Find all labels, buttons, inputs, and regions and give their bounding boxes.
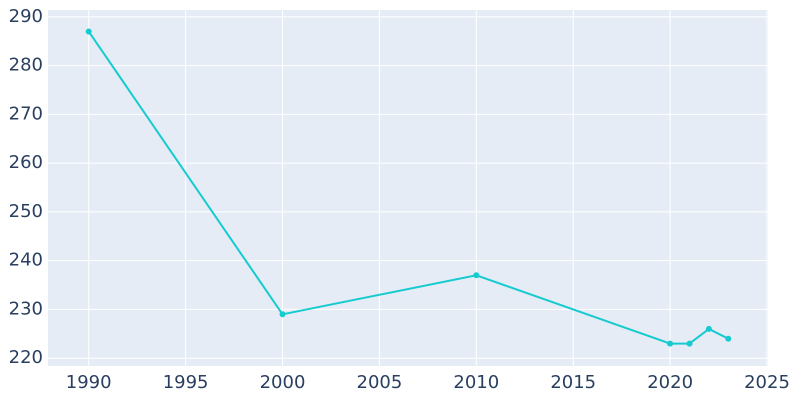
marker [473, 272, 480, 279]
y-tick-label: 250 [9, 201, 43, 222]
x-tick-label: 2000 [260, 372, 306, 393]
marker [686, 340, 693, 347]
marker [279, 311, 286, 318]
marker [667, 340, 674, 347]
x-tick-label: 2005 [357, 372, 403, 393]
y-tick-label: 220 [9, 347, 43, 368]
marker [705, 325, 712, 332]
y-tick-label: 290 [9, 6, 43, 27]
x-tick-label: 1995 [163, 372, 209, 393]
x-tick-label: 2025 [744, 372, 790, 393]
y-tick-label: 240 [9, 250, 43, 271]
y-tick-label: 280 [9, 55, 43, 76]
x-tick-label: 2010 [453, 372, 499, 393]
x-tick-label: 1990 [66, 372, 112, 393]
plot-area [48, 10, 768, 366]
y-tick-label: 270 [9, 103, 43, 124]
marker [85, 28, 92, 35]
y-tick-label: 260 [9, 152, 43, 173]
x-tick-label: 2015 [550, 372, 596, 393]
marker [725, 335, 732, 342]
x-tick-label: 2020 [647, 372, 693, 393]
y-tick-label: 230 [9, 298, 43, 319]
